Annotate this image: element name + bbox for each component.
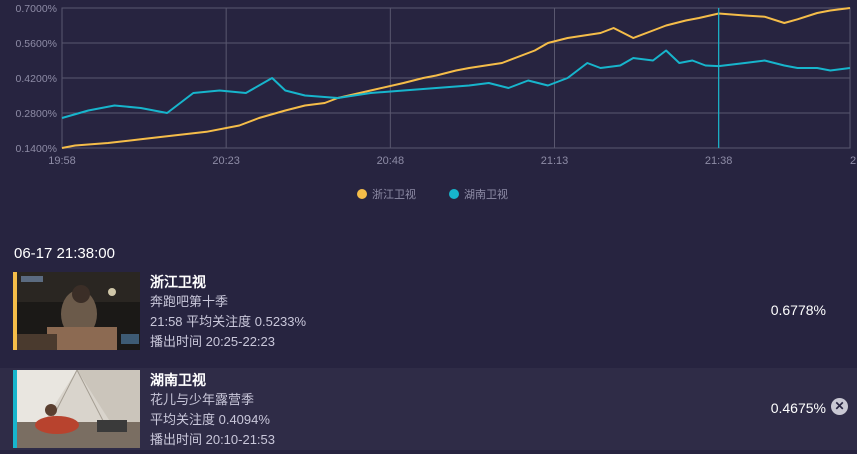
row-accent-bar xyxy=(13,272,17,350)
x-tick-label: 21:13 xyxy=(541,155,569,167)
air-time: 播出时间 20:10-21:53 xyxy=(150,432,276,447)
program-name: 花儿与少年露营季 xyxy=(150,392,255,407)
series-line xyxy=(61,49,851,119)
x-tick-label: 20:48 xyxy=(377,155,405,167)
row-info: 浙江卫视 奔跑吧第十季 21:58 平均关注度 0.5233% 播出时间 20:… xyxy=(150,272,306,352)
program-thumbnail xyxy=(17,370,140,448)
current-value: 0.6778% xyxy=(770,302,826,318)
series-line xyxy=(61,7,851,149)
x-tick-label: 21:38 xyxy=(705,155,733,167)
legend-label: 浙江卫视 xyxy=(372,187,416,201)
legend-label: 湖南卫视 xyxy=(464,187,508,201)
line-chart: 0.1400% 0.2800% 0.4200% 0.5600% 0.7000% 19:58… xyxy=(0,0,857,215)
x-tick-label: 20:23 xyxy=(212,155,240,167)
legend-marker xyxy=(449,189,459,199)
chart-svg: 0.1400% 0.2800% 0.4200% 0.5600% 0.7000% 19:58… xyxy=(16,3,857,201)
current-value: 0.4675% xyxy=(770,400,826,416)
channel-row-zhejiang[interactable]: 浙江卫视 奔跑吧第十季 21:58 平均关注度 0.5233% 播出时间 20:… xyxy=(0,270,857,352)
row-info: 湖南卫视 花儿与少年露营季 平均关注度 0.4094% 播出时间 20:10-2… xyxy=(150,370,275,450)
x-tick-label: 21:58 xyxy=(850,155,857,167)
program-thumbnail xyxy=(17,272,140,350)
y-tick-label: 0.7000% xyxy=(16,3,57,15)
channel-name: 浙江卫视 xyxy=(150,274,206,290)
channel-name: 湖南卫视 xyxy=(150,372,206,388)
row-accent-bar xyxy=(13,370,17,448)
y-tick-label: 0.5600% xyxy=(16,38,57,50)
channel-row-hunan[interactable]: 湖南卫视 花儿与少年露营季 平均关注度 0.4094% 播出时间 20:10-2… xyxy=(0,368,857,450)
y-tick-label: 0.1400% xyxy=(16,143,57,155)
average-attention: 平均关注度 0.4094% xyxy=(150,412,270,427)
y-tick-label: 0.4200% xyxy=(16,73,57,85)
close-icon[interactable]: ✕ xyxy=(831,398,848,415)
legend-marker xyxy=(357,189,367,199)
x-tick-label: 19:58 xyxy=(48,155,76,167)
current-time: 06-17 21:38:00 xyxy=(14,245,115,262)
program-name: 奔跑吧第十季 xyxy=(150,294,229,309)
air-time: 播出时间 20:25-22:23 xyxy=(150,334,276,349)
average-attention: 21:58 平均关注度 0.5233% xyxy=(150,314,307,329)
y-tick-label: 0.2800% xyxy=(16,108,57,120)
